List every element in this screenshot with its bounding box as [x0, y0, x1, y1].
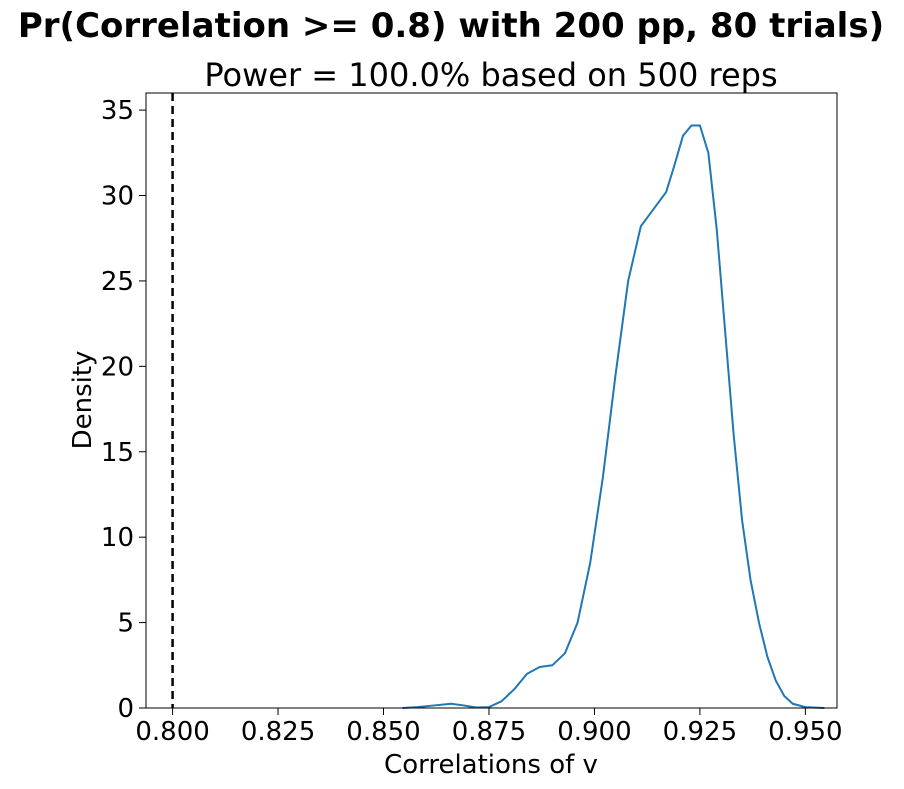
plot-area: 0.800 0.825 0.850 0.875 0.900 0.925 0.950 0 5 10 1… — [101, 92, 843, 747]
y-tick-label: 20 — [101, 352, 134, 382]
x-tick-label: 0.825 — [241, 717, 315, 747]
y-tick-label: 15 — [101, 438, 134, 468]
x-tick-label: 0.950 — [768, 717, 842, 747]
x-tick-label: 0.850 — [346, 717, 420, 747]
axes-frame — [145, 92, 838, 709]
x-axis-label: Correlations of v — [384, 750, 598, 780]
x-tick-label: 0.925 — [663, 717, 737, 747]
y-tick-label: 35 — [101, 96, 134, 126]
density-curve-0 — [402, 124, 825, 709]
x-tick-label: 0.900 — [557, 717, 631, 747]
y-tick-label: 25 — [101, 267, 134, 297]
chart-subtitle: Power = 100.0% based on 500 reps — [204, 56, 777, 94]
y-tick-label: 0 — [117, 694, 134, 724]
y-axis-label: Density — [68, 351, 98, 450]
x-tick-label: 0.800 — [135, 717, 209, 747]
y-tick-label: 10 — [101, 523, 134, 553]
chart-title: Pr(Correlation >= 0.8) with 200 pp, 80 t… — [18, 6, 884, 46]
y-tick-label: 5 — [117, 609, 134, 639]
y-tick-label: 30 — [101, 182, 134, 212]
x-tick-label: 0.875 — [452, 717, 526, 747]
